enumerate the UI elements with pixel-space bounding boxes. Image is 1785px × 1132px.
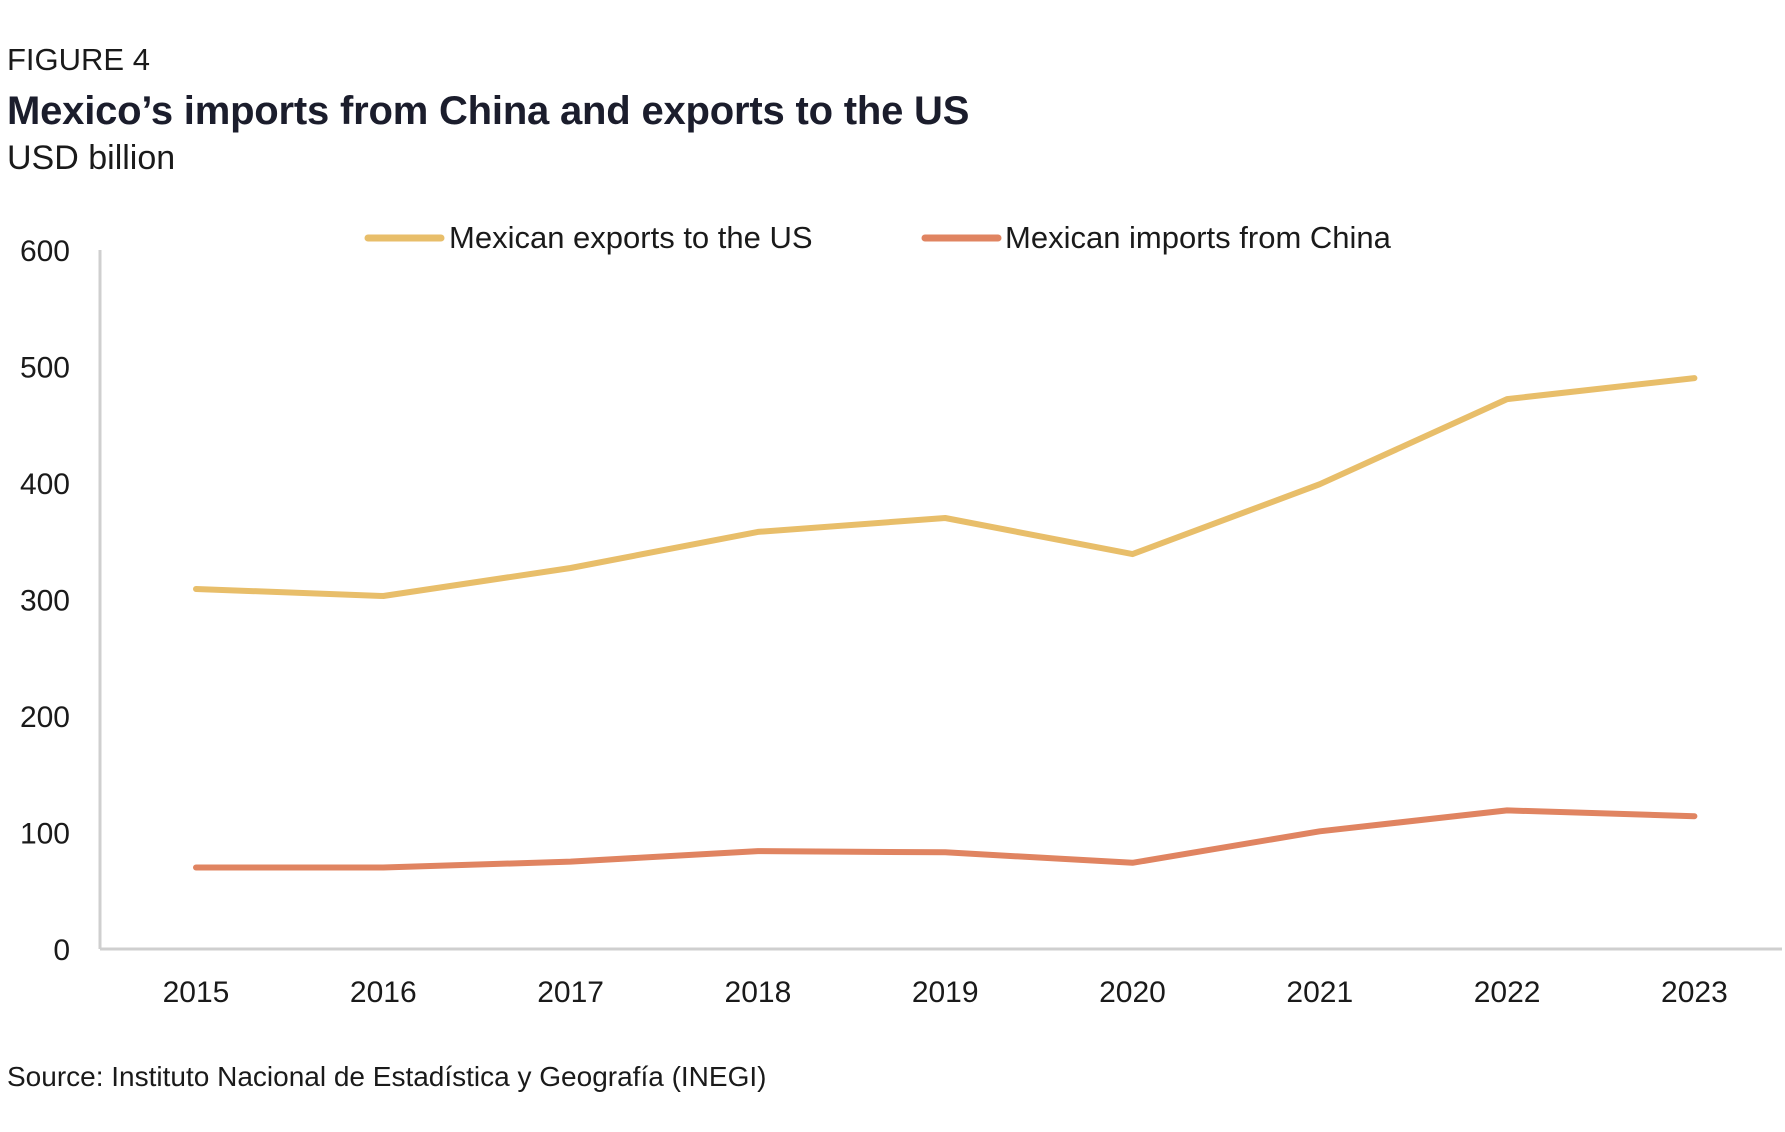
series-line-exports-us: [193, 375, 1698, 599]
x-tick-label: 2016: [350, 976, 417, 1009]
y-tick-label: 500: [20, 352, 70, 385]
y-tick-label: 600: [20, 235, 70, 268]
chart-subtitle: USD billion: [7, 139, 176, 177]
y-tick-label: 400: [20, 468, 70, 501]
y-tick-label: 0: [53, 934, 70, 967]
x-tick-label: 2020: [1099, 976, 1166, 1009]
series-line-imports-china: [193, 807, 1698, 871]
x-tick-label: 2022: [1474, 976, 1541, 1009]
x-tick-label: 2019: [912, 976, 979, 1009]
x-tick-label: 2017: [537, 976, 604, 1009]
x-tick-label: 2018: [725, 976, 792, 1009]
y-tick-label: 200: [20, 701, 70, 734]
x-tick-label: 2015: [163, 976, 230, 1009]
x-tick-label: 2023: [1661, 976, 1728, 1009]
y-tick-label: 100: [20, 818, 70, 851]
y-tick-label: 300: [20, 585, 70, 618]
source-note: Source: Instituto Nacional de Estadístic…: [7, 1061, 767, 1092]
figure-label: FIGURE 4: [7, 42, 150, 77]
y-axis: 0 100 200 300 400 500 600: [20, 235, 102, 967]
legend: Mexican exports to the US Mexican imports…: [364, 220, 1392, 255]
x-axis: 2015 2016 2017 2018 2019 2020 2021 2022 2023: [100, 947, 1782, 1009]
series-layer: [193, 375, 1698, 871]
legend-label: Mexican exports to the US: [449, 220, 813, 255]
x-tick-label: 2021: [1286, 976, 1353, 1009]
legend-label: Mexican imports from China: [1005, 220, 1392, 255]
chart-title: Mexico’s imports from China and exports …: [7, 89, 970, 133]
